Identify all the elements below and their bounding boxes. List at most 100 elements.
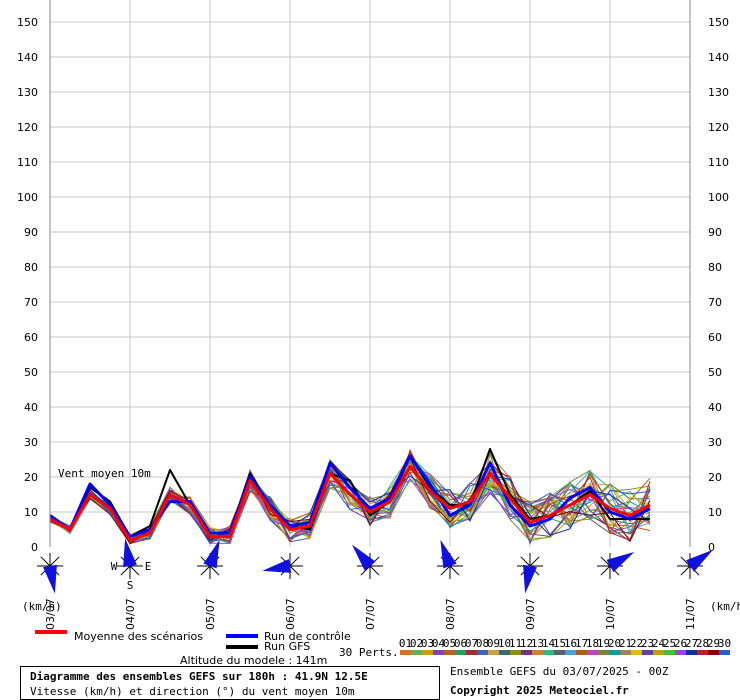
y-tick-label-left: 120 — [17, 121, 38, 134]
perturbation-swatch — [499, 650, 510, 655]
perturbation-swatch — [719, 650, 730, 655]
wind-direction-wedge — [43, 564, 57, 594]
perturbation-number: 08 — [476, 637, 489, 650]
perturbation-swatch — [510, 650, 521, 655]
perturbation-number: 02 — [410, 637, 423, 650]
y-tick-label-right: 70 — [708, 296, 722, 309]
perturbation-number: 04 — [432, 637, 446, 650]
y-tick-label-right: 90 — [708, 226, 722, 239]
date-tick-label: 07/07 — [364, 598, 377, 630]
wind-rose — [262, 553, 303, 579]
y-tick-label-left: 110 — [17, 156, 38, 169]
compass-s: S — [127, 579, 134, 592]
footer-subtitle: Vitesse (km/h) et direction (°) du vent … — [30, 685, 355, 698]
wind-rose-spoke — [49, 556, 60, 567]
perturbation-number: 06 — [454, 637, 467, 650]
perturbation-number: 18 — [586, 637, 599, 650]
perturbation-number: 23 — [641, 637, 654, 650]
wind-direction-wedge — [262, 559, 292, 573]
wind-rose — [677, 549, 713, 579]
perturbation-swatch — [675, 650, 686, 655]
perturbation-swatch — [422, 650, 433, 655]
perturbation-swatch — [554, 650, 565, 655]
perturbation-swatch — [686, 650, 697, 655]
perturbation-swatch — [631, 650, 642, 655]
wind-rose-spoke — [449, 565, 460, 576]
perturbation-swatch — [620, 650, 631, 655]
footer-title: Diagramme des ensembles GEFS sur 180h : … — [30, 670, 368, 683]
y-tick-label-left: 90 — [24, 226, 38, 239]
main-series-lines — [49, 448, 651, 542]
perturbation-swatch — [653, 650, 664, 655]
wind-rose-spoke — [40, 556, 51, 567]
y-tick-label-left: 0 — [31, 541, 38, 554]
perturbation-swatch — [477, 650, 488, 655]
perturbation-number: 03 — [421, 637, 434, 650]
y-tick-label-right: 40 — [708, 401, 722, 414]
y-tick-label-right: 130 — [708, 86, 729, 99]
run-info: Ensemble GEFS du 03/07/2025 - 00Z — [450, 665, 669, 678]
compass-e: E — [145, 560, 152, 573]
compass-w: W — [111, 560, 118, 573]
chart-annotation: Vent moyen 10m — [58, 467, 151, 480]
date-tick-label: 05/07 — [204, 598, 217, 630]
perturbation-swatch — [565, 650, 576, 655]
perturbation-number: 30 — [718, 637, 731, 650]
wind-rose-spoke — [289, 556, 300, 567]
wind-rose — [117, 538, 143, 579]
wind-rose-spoke — [680, 556, 691, 567]
ensemble-perturbation-lines — [49, 448, 651, 545]
legend-label-gfs: Run GFS — [264, 640, 310, 653]
y-unit-left: (km/h) — [22, 600, 62, 613]
wind-rose-spoke — [209, 565, 220, 576]
y-tick-label-right: 0 — [708, 541, 715, 554]
y-unit-right: (km/h) — [710, 600, 740, 613]
wind-rose-spoke — [600, 556, 611, 567]
y-tick-label-right: 60 — [708, 331, 722, 344]
perturbation-legend: 0102030405060708091011121314151617181920… — [399, 637, 731, 655]
wind-direction-wedge — [686, 549, 713, 572]
perturbation-number: 15 — [553, 637, 566, 650]
y-tick-label-left: 30 — [24, 436, 38, 449]
perturbation-number: 10 — [498, 637, 511, 650]
wind-rose — [517, 553, 543, 594]
perturbation-swatch — [708, 650, 719, 655]
y-tick-label-left: 130 — [17, 86, 38, 99]
y-tick-label-right: 20 — [708, 471, 722, 484]
perturbation-swatch — [543, 650, 554, 655]
wind-rose — [597, 552, 635, 579]
wind-direction-wedge — [123, 538, 137, 568]
perturbation-number: 14 — [542, 637, 556, 650]
perturbation-swatch — [411, 650, 422, 655]
wind-rose-spoke — [529, 556, 540, 567]
y-tick-label-left: 140 — [17, 51, 38, 64]
wind-direction-wedge — [606, 552, 635, 573]
wind-rose-spoke — [120, 565, 131, 576]
wind-rose-spoke — [289, 565, 300, 576]
wind-rose — [437, 539, 463, 579]
y-tick-label-left: 50 — [24, 366, 38, 379]
y-tick-label-left: 60 — [24, 331, 38, 344]
perturbation-number: 25 — [663, 637, 676, 650]
perturbation-swatch — [697, 650, 708, 655]
y-tick-label-left: 150 — [17, 16, 38, 29]
chart-grid — [49, 0, 691, 547]
y-tick-label-right: 140 — [708, 51, 729, 64]
y-tick-label-right: 10 — [708, 506, 722, 519]
legend-swatch-control — [226, 634, 258, 638]
perturbation-swatch — [576, 650, 587, 655]
date-tick-label: 10/07 — [604, 598, 617, 630]
date-tick-label: 04/07 — [124, 598, 137, 630]
y-tick-label-left: 80 — [24, 261, 38, 274]
perturbation-number: 26 — [674, 637, 687, 650]
date-tick-label: 11/07 — [684, 598, 697, 630]
wind-rose-spoke — [600, 565, 611, 576]
wind-rose-spoke — [520, 556, 531, 567]
perturbation-line — [49, 464, 651, 543]
wind-direction-wedge — [523, 564, 537, 594]
wind-rose-spoke — [200, 565, 211, 576]
perturbation-number: 12 — [520, 637, 533, 650]
perturbation-number: 24 — [652, 637, 666, 650]
perturbation-number: 22 — [630, 637, 643, 650]
legend-label-control: Run de contrôle — [264, 630, 351, 643]
